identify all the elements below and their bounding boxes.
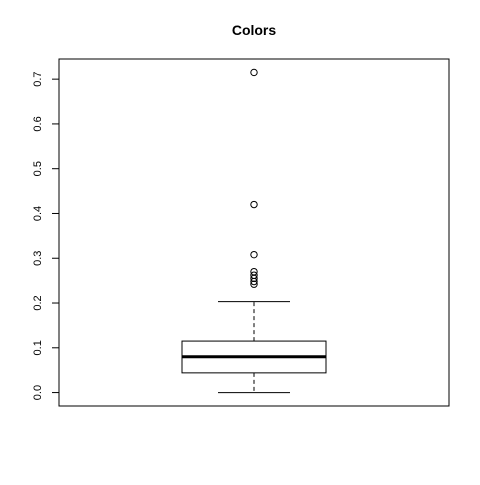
outlier-group (250, 68, 258, 288)
outlier-point (250, 250, 258, 259)
y-tick-label: 0.7 (32, 71, 44, 86)
box-group (181, 301, 327, 394)
outlier-point (250, 277, 258, 286)
outlier-point (250, 200, 258, 209)
y-tick-label: 0.5 (32, 161, 44, 176)
y-tick-label: 0.4 (32, 206, 44, 221)
outlier-point (250, 68, 258, 77)
outlier-point (250, 274, 258, 283)
y-tick-label: 0.2 (32, 295, 44, 310)
y-tick-label: 0.6 (32, 116, 44, 131)
chart-title: Colors (232, 22, 277, 38)
outlier-point (250, 280, 258, 288)
y-axis: 0.0 0.1 0.2 0.3 0.4 0.5 0.6 0.7 (32, 71, 59, 400)
y-tick-label: 0.1 (32, 340, 44, 355)
y-tick-label: 0.3 (32, 251, 44, 266)
y-tick-label: 0.0 (32, 385, 44, 400)
